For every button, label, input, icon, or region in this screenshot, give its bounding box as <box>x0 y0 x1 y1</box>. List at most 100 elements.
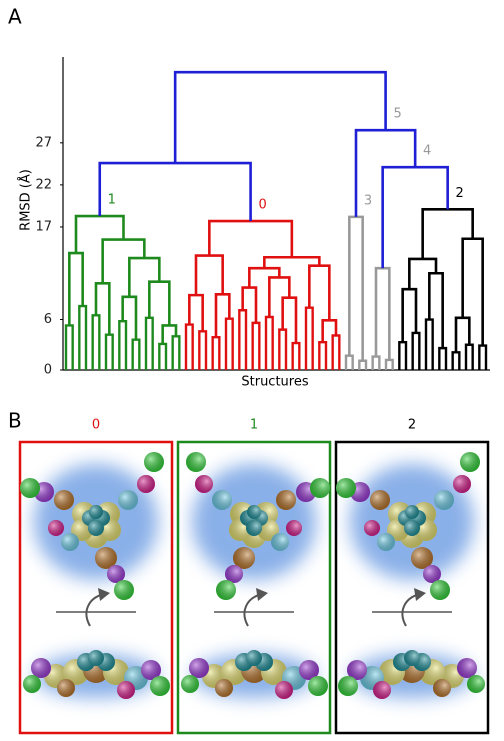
atom-shade <box>216 580 236 600</box>
atom-shade <box>181 675 199 693</box>
atom-shade <box>189 658 209 678</box>
leaf-branch <box>318 341 328 370</box>
atom-shade <box>114 580 134 600</box>
atom-shade <box>137 475 155 493</box>
atom-shade <box>246 650 262 666</box>
leaf-branch <box>438 346 448 370</box>
merge-branch <box>263 255 321 269</box>
merge-branch <box>241 286 258 323</box>
atom-shade <box>347 660 367 680</box>
merge-branch <box>421 207 474 259</box>
atom-shade <box>457 658 477 678</box>
cluster-label: 3 <box>364 193 372 208</box>
atom-shade <box>246 520 262 536</box>
leaf-branch <box>158 342 168 370</box>
atom-shade <box>308 676 328 696</box>
leaf-branch <box>211 335 221 370</box>
atom-shade <box>299 660 319 680</box>
leaf-branch <box>78 304 88 370</box>
atom-shade <box>88 520 104 536</box>
merge-branch <box>354 128 417 217</box>
y-axis-label: RMSD (Å) <box>18 169 34 231</box>
atom-shade <box>433 679 451 697</box>
leaf-branch <box>224 317 234 370</box>
atom-shade <box>404 520 420 536</box>
panel-label: A <box>8 5 22 29</box>
leaf-branch <box>251 321 261 370</box>
leaf-branch <box>384 358 394 370</box>
merge-branch <box>74 214 125 254</box>
structure-frame <box>18 440 174 735</box>
merge-branch <box>401 287 418 343</box>
structure-title: 0 <box>92 418 100 433</box>
merge-branch <box>128 256 161 297</box>
merge-branch <box>98 161 252 222</box>
atom-shade <box>338 676 358 696</box>
atom-shade <box>271 533 289 551</box>
leaf-branch <box>411 331 421 370</box>
leaf-branch <box>464 343 474 370</box>
atom-shade <box>195 475 213 493</box>
atom-shade <box>373 681 391 699</box>
y-tick-label: 22 <box>35 177 52 192</box>
atom-shade <box>89 505 103 519</box>
molecule <box>336 452 480 600</box>
atom-shade <box>310 478 330 498</box>
leaf-branch <box>184 323 194 370</box>
atom-shade <box>336 478 356 498</box>
atom-shade <box>88 650 104 666</box>
arrow-head <box>98 588 110 601</box>
cluster-label: 0 <box>258 198 266 213</box>
leaf-branch <box>238 309 248 370</box>
merge-branch <box>101 238 146 284</box>
merge-branch <box>281 296 298 344</box>
merge-branch <box>121 295 138 340</box>
atom-shade <box>460 452 480 472</box>
y-tick-label: 27 <box>35 135 52 150</box>
atom-shade <box>430 580 450 600</box>
atom-shade <box>186 452 206 472</box>
cluster-label: 1 <box>108 193 116 208</box>
atom-shade <box>118 490 138 510</box>
y-tick-label: 0 <box>44 363 52 378</box>
merge-branch <box>188 293 204 332</box>
leaf-branch <box>344 354 354 370</box>
atom-shade <box>31 658 51 678</box>
structure-title: 1 <box>250 418 258 433</box>
atom-shade <box>23 675 41 693</box>
merge-branch <box>248 266 281 288</box>
molecule <box>23 650 170 699</box>
merge-branch <box>381 165 449 269</box>
merge-branch <box>194 254 224 296</box>
merge-branch <box>308 264 331 321</box>
leaf-branch <box>331 334 341 370</box>
merge-branch <box>374 266 391 360</box>
structure-frame <box>176 440 332 735</box>
atom-shade <box>377 533 395 551</box>
merge-branch <box>454 316 471 353</box>
leaf-branch <box>451 351 461 370</box>
atom-shade <box>286 520 302 536</box>
leaf-branch <box>278 328 288 370</box>
leaf-branch <box>171 335 181 370</box>
merge-branch <box>208 219 294 258</box>
atom-shade <box>48 520 64 536</box>
cluster-label: 4 <box>423 144 431 159</box>
molecule <box>338 650 485 699</box>
merge-branch <box>428 271 444 349</box>
structure-frame <box>334 440 490 735</box>
arrow-head <box>414 588 426 601</box>
atom-shade <box>404 650 420 666</box>
leaf-branch <box>91 314 101 370</box>
atom-shade <box>411 547 433 569</box>
atom-shade <box>20 478 40 498</box>
merge-branch <box>68 251 84 326</box>
leaf-branch <box>144 316 154 370</box>
leaf-branch <box>264 315 274 370</box>
leaf-branch <box>118 319 128 370</box>
arrow-head <box>256 588 268 601</box>
molecule <box>181 650 328 699</box>
atom-shade <box>370 490 390 510</box>
atom-shade <box>141 660 161 680</box>
atom-shade <box>364 520 380 536</box>
